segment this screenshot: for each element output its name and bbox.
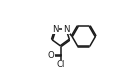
Text: N: N [52,25,59,34]
Text: O: O [48,51,54,60]
Text: Cl: Cl [56,60,65,69]
Text: N: N [63,25,69,34]
